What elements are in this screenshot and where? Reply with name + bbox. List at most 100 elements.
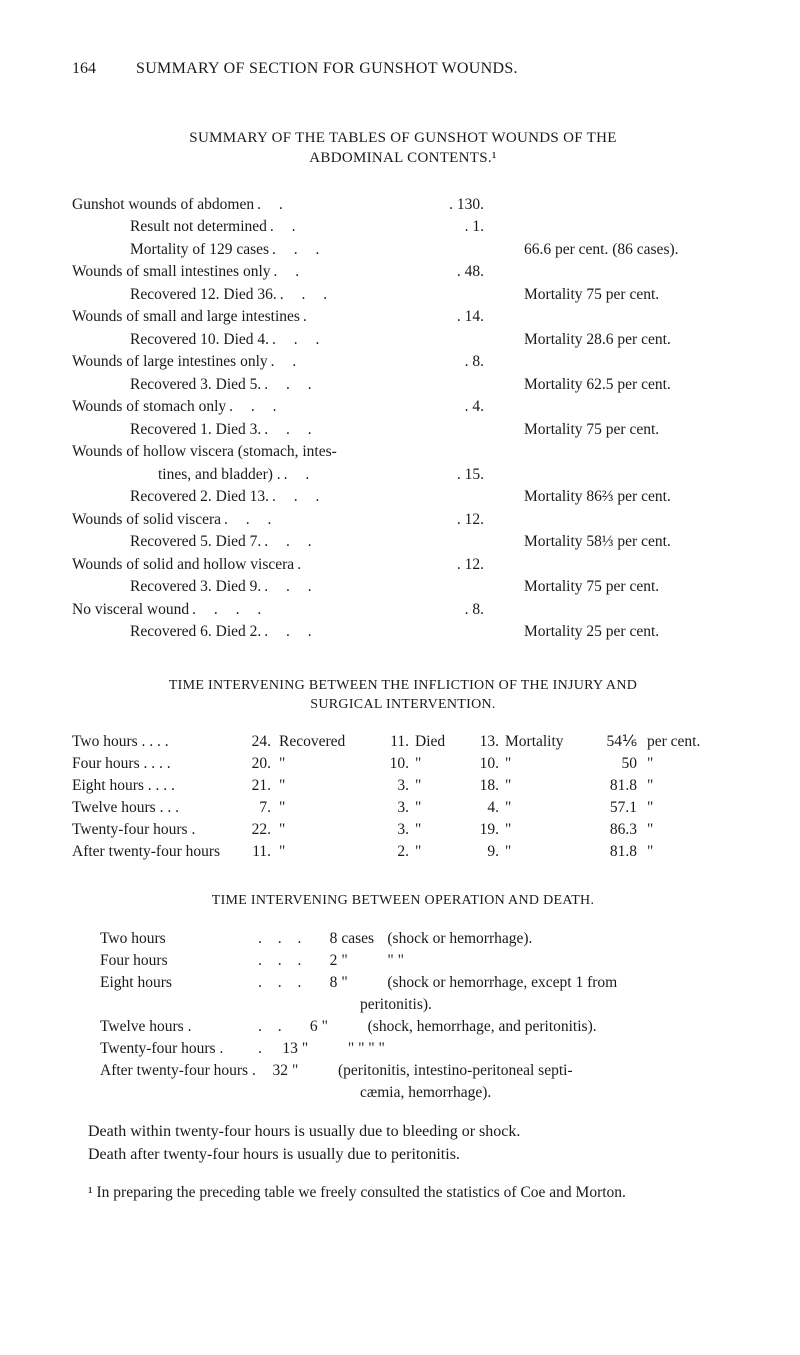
time-num1: 22. (237, 820, 279, 840)
death-label: Two hours (100, 929, 258, 949)
time-label: After twenty-four hours (72, 842, 237, 862)
time-pc: " (637, 798, 715, 818)
time-label: Eight hours . . . . (72, 776, 237, 796)
stat-row: Recovered 1. Died 3. . . . Mortality 75 … (72, 420, 734, 441)
time-row: After twenty-four hours11. "2. "9. "81.8… (72, 842, 734, 862)
death-desc: cæmia, hemorrhage). (100, 1083, 734, 1103)
stat-label: Wounds of small intestines only (72, 262, 271, 282)
death-row: Twenty-four hours ..13 " " " " " (100, 1039, 734, 1059)
time-num2: 2. (379, 842, 415, 862)
time-pc: per cent. (637, 732, 715, 752)
stat-dots: . . . (269, 330, 440, 350)
stat-row: Wounds of small intestines only . . . 48… (72, 262, 734, 283)
stat-number: . 8. (440, 600, 524, 620)
time-pc: " (637, 842, 715, 862)
stat-label: Recovered 12. Died 36. (72, 285, 277, 305)
time-num3: 4. (469, 798, 505, 818)
stat-dots: . . . (226, 397, 440, 417)
death-dots: . . . (258, 929, 311, 949)
stat-dots: . . . (261, 622, 440, 642)
death-desc: (shock or hemorrhage). (387, 929, 734, 949)
time-num3: 19. (469, 820, 505, 840)
death-num: 13 (272, 1039, 298, 1059)
death-num: 32 (262, 1061, 288, 1081)
time-rec: " (279, 798, 379, 818)
time-pct: 81.8 (585, 776, 637, 796)
death-cases: " (318, 1017, 368, 1037)
stat-label: Wounds of stomach only (72, 397, 226, 417)
time-died: " (415, 754, 469, 774)
time-row: Eight hours . . . .21. "3. "18. "81.8 " (72, 776, 734, 796)
stat-row: Wounds of small and large intestines . .… (72, 307, 734, 328)
death-cases: " (298, 1039, 348, 1059)
time-pct: 81.8 (585, 842, 637, 862)
time-rec: " (279, 820, 379, 840)
death-row: Four hours. . .2 " " " (100, 951, 734, 971)
stat-label: Wounds of hollow viscera (stomach, intes… (72, 442, 337, 462)
time-row: Four hours . . . .20. "10. "10. "50 " (72, 754, 734, 774)
time-died: " (415, 776, 469, 796)
death-dots: . . . (258, 951, 311, 971)
time-mort: " (505, 754, 585, 774)
stat-label: Result not determined (72, 217, 267, 237)
stat-number: . 14. (440, 307, 524, 327)
time-pc: " (637, 776, 715, 796)
stat-result: Mortality 58⅓ per cent. (524, 532, 734, 552)
stat-result: Mortality 75 per cent. (524, 420, 734, 440)
stat-row: Mortality of 129 cases . . . 66.6 per ce… (72, 240, 734, 261)
stats-block: Gunshot wounds of abdomen . . . 130.Resu… (72, 195, 734, 644)
stat-label: Recovered 2. Died 13. (72, 487, 269, 507)
death-desc: peritonitis). (100, 995, 734, 1015)
stat-dots: . . . . (189, 600, 440, 620)
time-rec: " (279, 842, 379, 862)
stat-dots: . (294, 555, 440, 575)
page-number: 164 (72, 58, 96, 79)
time-pc: " (637, 820, 715, 840)
death-label: After twenty-four hours . (100, 1061, 258, 1081)
time-num2: 11. (379, 732, 415, 752)
time-num1: 11. (237, 842, 279, 862)
stat-dots: . . (267, 217, 440, 237)
time-rec: Recovered (279, 732, 379, 752)
section2-title: TIME INTERVENING BETWEEN THE INFLICTION … (133, 677, 673, 714)
death-dots: . (258, 1039, 272, 1059)
death-row: Eight hours. . .8 "(shock or hemorrhage,… (100, 973, 734, 993)
time-num1: 21. (237, 776, 279, 796)
stat-label: Recovered 3. Died 5. (72, 375, 261, 395)
body-p2: Death after twenty-four hours is usually… (72, 1144, 734, 1165)
section3-title: TIME INTERVENING BETWEEN OPERATION AND D… (133, 892, 673, 910)
stat-label: Gunshot wounds of abdomen (72, 195, 254, 215)
stat-result: Mortality 25 per cent. (524, 622, 734, 642)
death-num: 2 (311, 951, 337, 971)
stat-row: Wounds of solid and hollow viscera . . 1… (72, 555, 734, 576)
time-row: Twelve hours . . .7. "3. "4. "57.1 " (72, 798, 734, 818)
page-title: SUMMARY OF SECTION FOR GUNSHOT WOUNDS. (136, 58, 518, 79)
death-cases: " (288, 1061, 338, 1081)
death-cases: cases (337, 929, 387, 949)
stat-dots: . . . (277, 285, 440, 305)
stat-label: tines, and bladder) . (72, 465, 281, 485)
death-row: cæmia, hemorrhage). (100, 1083, 734, 1103)
stat-dots: . . (281, 465, 440, 485)
stat-dots: . . . (269, 240, 440, 260)
time-pc: " (637, 754, 715, 774)
time-mort: " (505, 776, 585, 796)
stat-result: Mortality 28.6 per cent. (524, 330, 734, 350)
section2-title-line2: SURGICAL INTERVENTION. (133, 696, 673, 714)
time-pct: 57.1 (585, 798, 637, 818)
stat-label: Wounds of small and large intestines (72, 307, 300, 327)
stat-result: Mortality 75 per cent. (524, 285, 734, 305)
stat-label: No visceral wound (72, 600, 189, 620)
time-died: " (415, 820, 469, 840)
death-label: Four hours (100, 951, 258, 971)
stat-label: Mortality of 129 cases (72, 240, 269, 260)
time-num1: 24. (237, 732, 279, 752)
stat-label: Wounds of large intestines only (72, 352, 268, 372)
time-mort: " (505, 820, 585, 840)
time-mort: " (505, 842, 585, 862)
stat-label: Recovered 5. Died 7. (72, 532, 261, 552)
section2-title-line1: TIME INTERVENING BETWEEN THE INFLICTION … (133, 677, 673, 695)
stat-dots: . . (271, 262, 440, 282)
stat-number: . 8. (440, 352, 524, 372)
time-rec: " (279, 754, 379, 774)
